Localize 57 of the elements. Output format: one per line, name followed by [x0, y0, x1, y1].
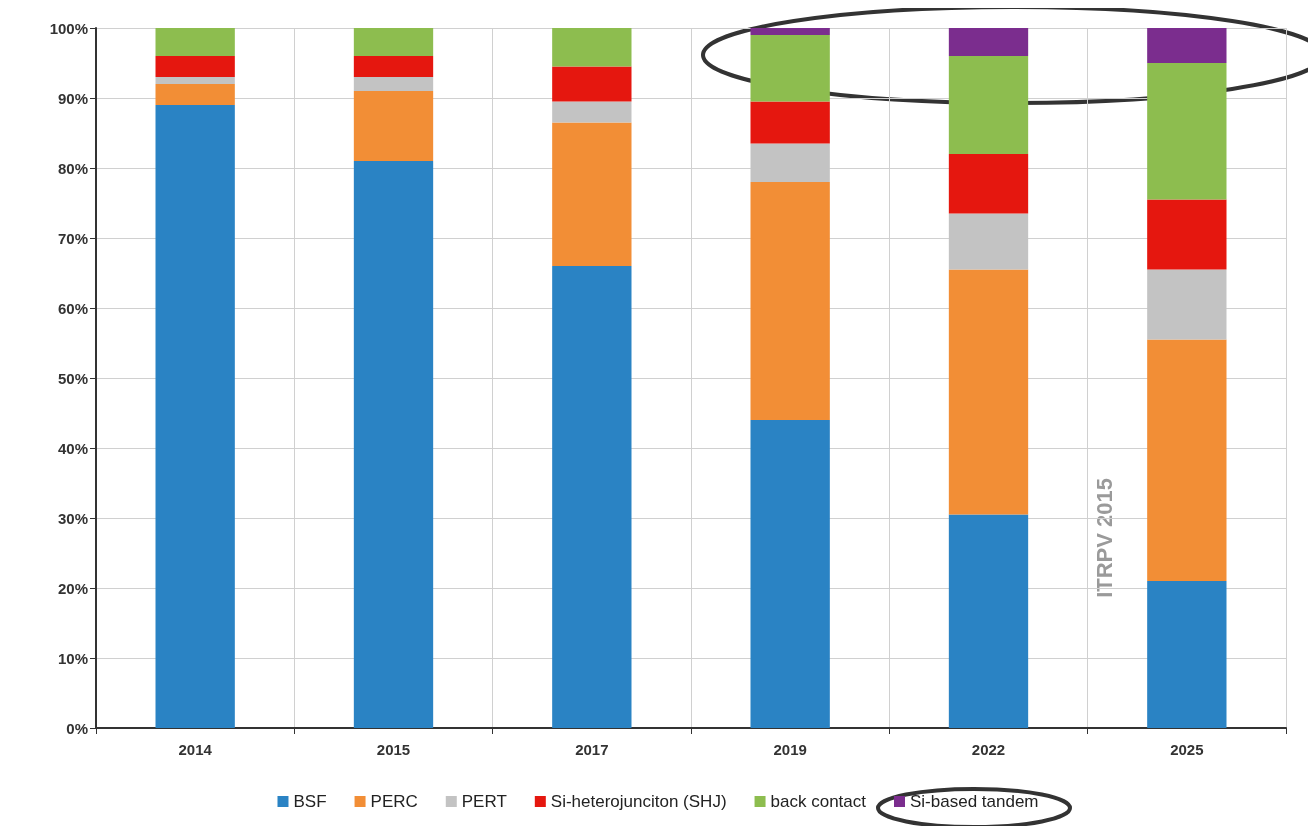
bar — [1147, 63, 1227, 200]
bar — [353, 91, 434, 161]
bar — [353, 56, 434, 77]
y-tick-label: 80% — [57, 159, 88, 177]
legend-label: BSF — [293, 792, 327, 811]
x-tick-label: 2014 — [178, 741, 213, 758]
legend-label: back contact — [770, 792, 867, 811]
x-tick-label: 2022 — [971, 741, 1006, 758]
legend-label: PERT — [461, 792, 507, 811]
y-tick-label: 100% — [49, 19, 88, 37]
legend-label: Si-based tandem — [909, 792, 1039, 811]
bar — [552, 266, 632, 728]
bar — [948, 213, 1029, 270]
bar — [552, 101, 632, 123]
bar — [155, 56, 235, 77]
bar — [948, 56, 1029, 154]
y-tick-label: 0% — [66, 719, 88, 737]
bar — [1147, 581, 1227, 728]
bar — [155, 105, 235, 728]
x-tick-label: 2025 — [1170, 741, 1204, 758]
bar — [552, 28, 632, 67]
bar — [750, 101, 830, 144]
bar — [948, 514, 1029, 728]
bar — [155, 84, 235, 105]
bar — [750, 35, 830, 102]
bar — [750, 28, 830, 35]
bar — [552, 66, 632, 102]
bar — [750, 143, 830, 182]
bar — [552, 122, 632, 266]
bar — [353, 161, 434, 728]
bar — [750, 182, 830, 420]
x-tick-label: 2015 — [376, 741, 411, 758]
x-tick-label: 2019 — [773, 741, 807, 758]
annotation: ITRPV 2015 — [1091, 478, 1117, 598]
legend-label: PERC — [370, 792, 418, 811]
bar — [1147, 339, 1227, 581]
y-tick-label: 90% — [57, 89, 88, 107]
x-tick-label: 2017 — [575, 741, 609, 758]
y-tick-label: 20% — [57, 579, 88, 597]
bar — [948, 269, 1029, 515]
y-tick-label: 60% — [57, 299, 88, 317]
bar — [750, 420, 830, 728]
bar — [1147, 199, 1227, 270]
y-tick-label: 50% — [57, 369, 88, 387]
y-tick-label: 40% — [57, 439, 88, 457]
bar — [948, 154, 1029, 214]
bar — [353, 28, 434, 56]
bar — [948, 28, 1029, 56]
y-tick-label: 70% — [57, 229, 88, 247]
y-tick-label: 10% — [57, 649, 88, 667]
bar — [155, 77, 235, 84]
bar — [1147, 28, 1227, 63]
bar — [1147, 269, 1227, 340]
y-tick-label: 30% — [57, 509, 88, 527]
bar — [155, 28, 235, 56]
bar — [353, 77, 434, 91]
legend-label: Si-heterojunciton (SHJ) — [550, 792, 727, 811]
